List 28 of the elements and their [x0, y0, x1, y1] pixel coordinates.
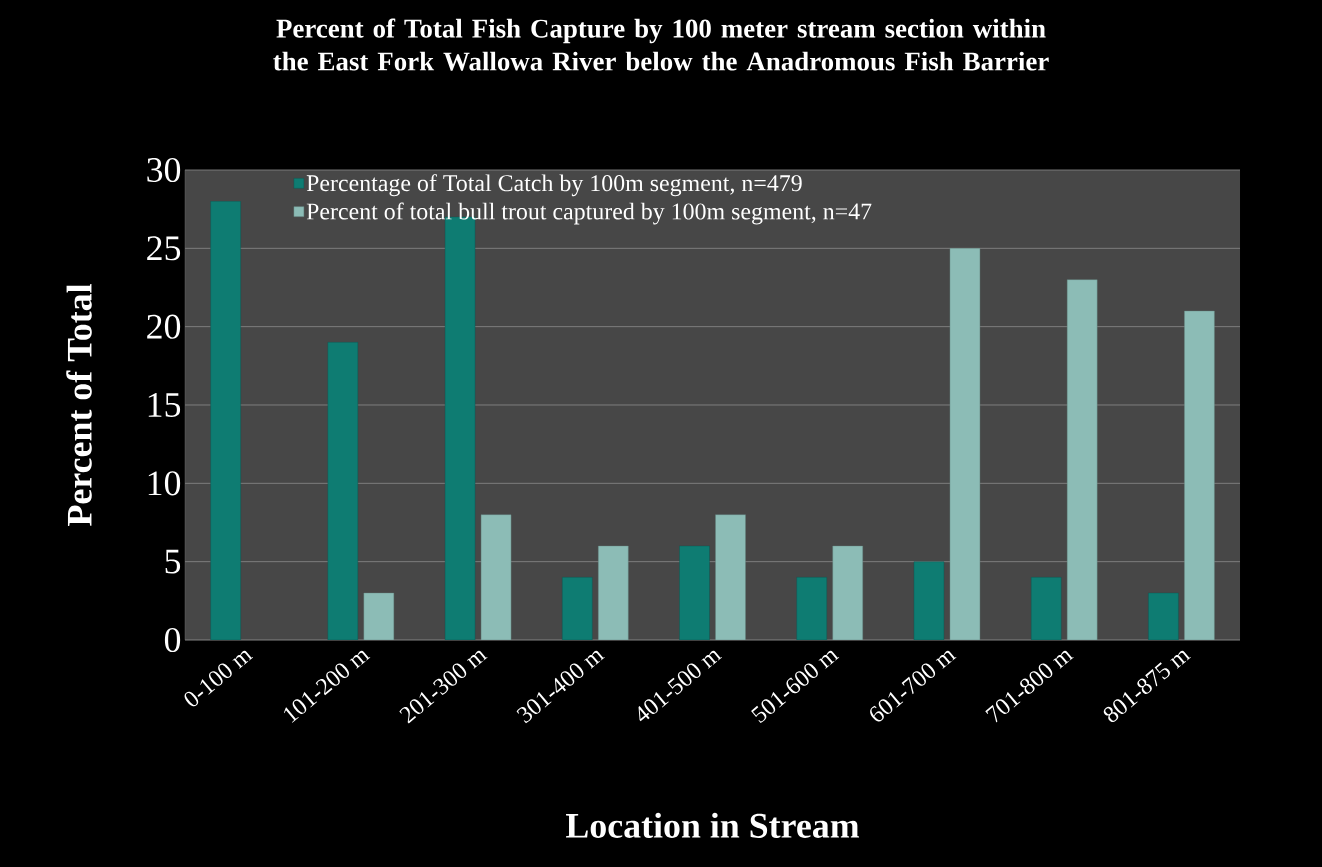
bar: [715, 514, 746, 640]
bar: [1148, 592, 1179, 640]
bar: [598, 545, 629, 640]
bar: [1030, 577, 1062, 640]
bar: [480, 514, 512, 640]
x-axis-title: Location in Stream: [566, 812, 860, 838]
bar: [796, 577, 827, 640]
bar: [832, 545, 863, 640]
bar: [562, 577, 593, 640]
bar: [913, 561, 945, 640]
y-tick-label: 15: [148, 392, 181, 417]
y-tick-label: 25: [147, 236, 181, 261]
y-tick-label: 0: [164, 627, 181, 653]
bar: [949, 248, 981, 640]
bar: [1184, 310, 1215, 640]
bar: [679, 545, 710, 640]
y-tick-label: 30: [147, 157, 181, 183]
legend-label: Percent of total bull trout captured by 100m segment, n=47: [306, 202, 872, 225]
chart-title: Percent of Total Fish Capture by 100 meter stream section within the East Fork Wallowa River below the Anadromous Fish Barrier: [273, 18, 1049, 71]
y-tick-label: 10: [148, 471, 181, 496]
y-tick-label: 20: [147, 314, 181, 339]
bar: [1066, 279, 1098, 640]
y-axis-title: Percent of Total: [66, 284, 92, 526]
bar: [327, 342, 359, 640]
bar: [210, 201, 241, 640]
y-tick-label: 5: [165, 549, 181, 574]
legend-label: Percentage of Total Catch by 100m segment, n=479: [306, 174, 802, 197]
bar: [363, 592, 395, 640]
